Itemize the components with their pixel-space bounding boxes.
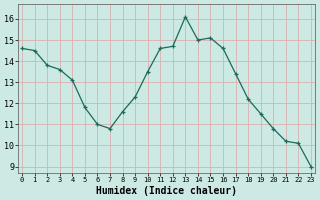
X-axis label: Humidex (Indice chaleur): Humidex (Indice chaleur) [96,186,237,196]
